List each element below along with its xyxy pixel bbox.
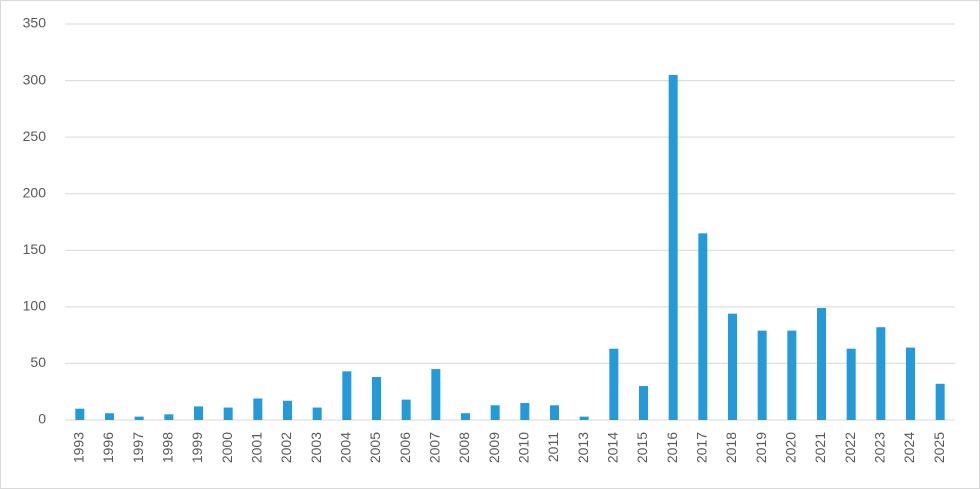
x-tick-label: 2006 bbox=[397, 432, 413, 463]
x-tick-label: 2005 bbox=[367, 432, 383, 463]
x-tick-label: 2013 bbox=[575, 432, 591, 463]
x-tick-label: 1996 bbox=[100, 432, 116, 463]
x-tick-label: 2021 bbox=[812, 432, 828, 463]
bar bbox=[164, 414, 174, 420]
x-tick-label: 2001 bbox=[249, 432, 265, 463]
x-tick-label: 1998 bbox=[160, 432, 176, 463]
bar bbox=[876, 327, 886, 420]
bar bbox=[550, 405, 559, 420]
bar bbox=[728, 313, 737, 420]
x-tick-label: 2002 bbox=[278, 432, 294, 463]
x-tick-label: 2018 bbox=[723, 432, 739, 463]
bar bbox=[579, 416, 589, 420]
bar bbox=[194, 406, 203, 420]
bar bbox=[846, 348, 856, 420]
x-tick-label: 2009 bbox=[486, 432, 502, 463]
y-tick-label: 0 bbox=[38, 411, 46, 427]
bar bbox=[461, 413, 470, 420]
bar bbox=[490, 405, 500, 420]
y-tick-label: 350 bbox=[23, 15, 47, 31]
y-tick-label: 200 bbox=[23, 184, 47, 200]
x-tick-label: 1999 bbox=[189, 432, 205, 463]
bar bbox=[223, 407, 233, 420]
bar bbox=[668, 74, 678, 421]
x-tick-label: 2016 bbox=[664, 432, 680, 463]
x-tick-label: 2025 bbox=[931, 432, 947, 463]
bar bbox=[757, 330, 767, 420]
x-tick-label: 2022 bbox=[842, 432, 858, 463]
y-tick-label: 50 bbox=[30, 354, 46, 370]
bar bbox=[906, 347, 915, 420]
bar bbox=[520, 403, 530, 420]
bar bbox=[431, 369, 441, 420]
bar bbox=[401, 399, 411, 420]
bar bbox=[253, 398, 263, 420]
bar bbox=[609, 348, 619, 420]
x-tick-label: 2004 bbox=[338, 432, 354, 463]
x-tick-label: 2015 bbox=[634, 432, 650, 463]
x-tick-label: 2023 bbox=[872, 432, 888, 463]
bar bbox=[283, 400, 292, 420]
bar bbox=[342, 371, 352, 420]
y-tick-label: 150 bbox=[23, 241, 47, 257]
bar bbox=[105, 413, 114, 420]
x-tick-label: 1997 bbox=[130, 432, 146, 463]
x-tick-label: 1993 bbox=[71, 432, 87, 463]
x-tick-label: 2020 bbox=[783, 432, 799, 463]
x-tick-label: 2024 bbox=[901, 432, 917, 463]
x-tick-label: 2014 bbox=[605, 432, 621, 463]
bar bbox=[787, 330, 797, 420]
bar bbox=[817, 307, 826, 420]
x-tick-label: 2017 bbox=[694, 432, 710, 463]
x-tick-label: 2008 bbox=[456, 432, 472, 463]
bar bbox=[935, 383, 945, 420]
bar bbox=[639, 386, 648, 420]
x-tick-label: 2003 bbox=[308, 432, 324, 463]
bar bbox=[134, 416, 144, 420]
y-tick-label: 250 bbox=[23, 128, 47, 144]
bar bbox=[372, 377, 381, 420]
y-tick-label: 300 bbox=[23, 71, 47, 87]
x-tick-label: 2011 bbox=[545, 432, 561, 462]
bar bbox=[312, 407, 322, 420]
x-tick-label: 2007 bbox=[427, 432, 443, 463]
x-tick-label: 2000 bbox=[219, 432, 235, 463]
bar bbox=[75, 408, 85, 420]
bar bbox=[698, 233, 708, 420]
x-tick-label: 2019 bbox=[753, 432, 769, 463]
y-tick-label: 100 bbox=[23, 298, 47, 314]
x-tick-label: 2010 bbox=[516, 432, 532, 463]
